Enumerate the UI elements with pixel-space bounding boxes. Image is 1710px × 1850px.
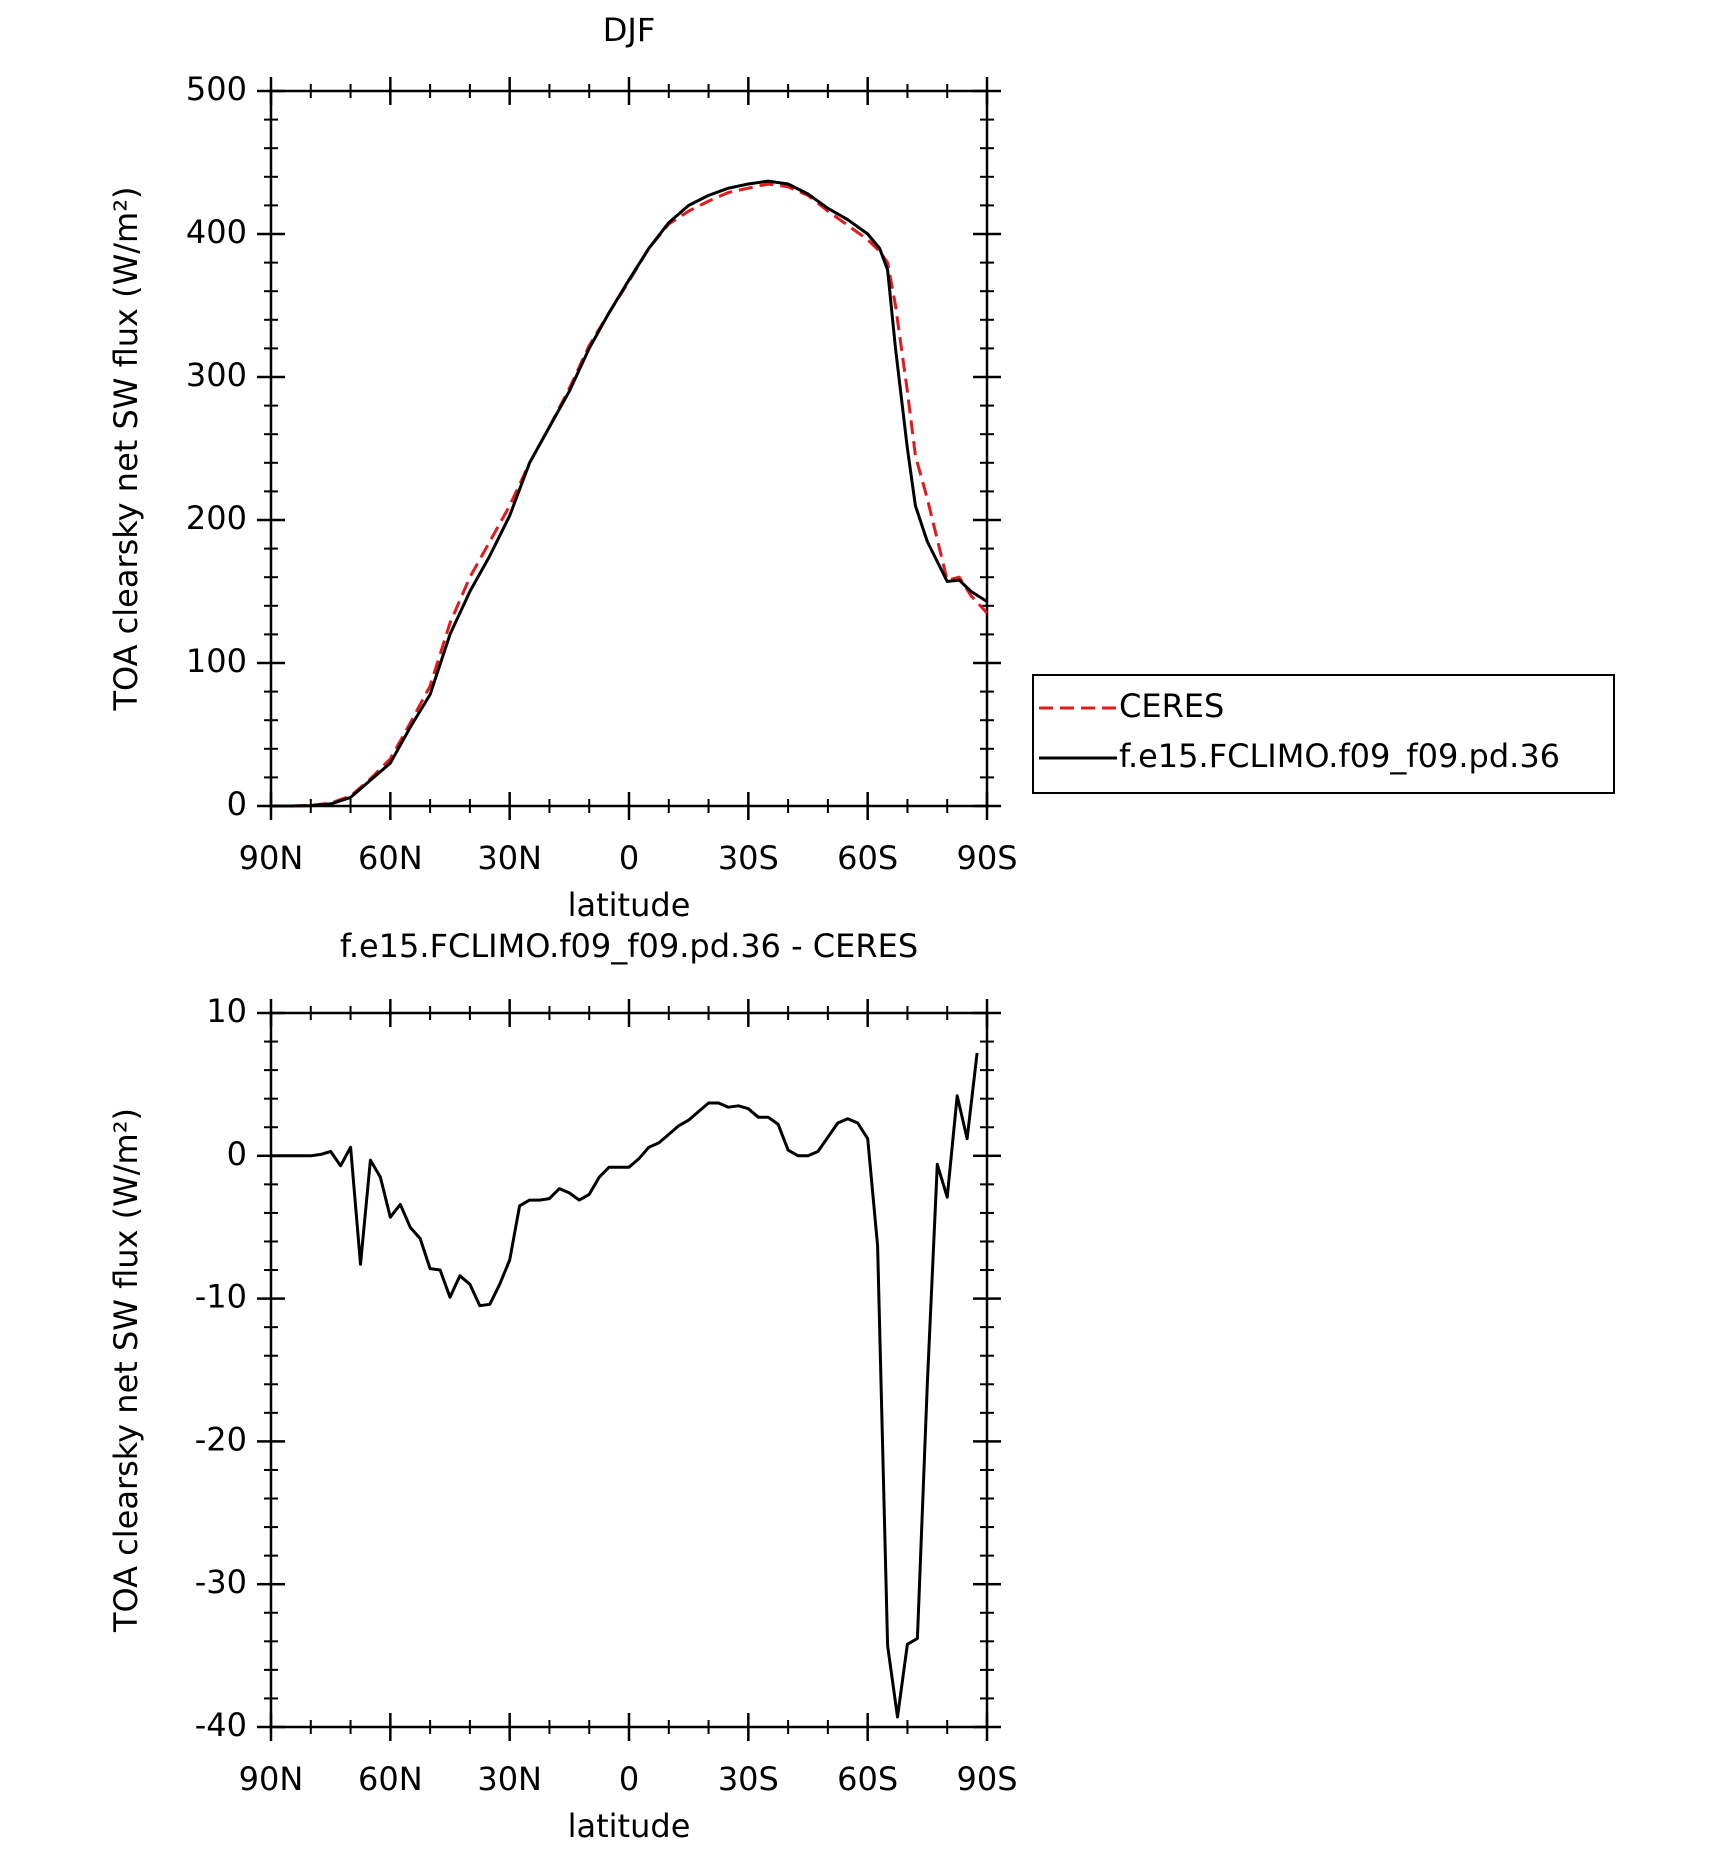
plot-frame [269, 89, 989, 808]
x-tick-label: 60N [358, 839, 423, 877]
x-tick-label: 0 [619, 839, 639, 877]
x-axis-label: latitude [568, 886, 691, 924]
y-tick-label: 500 [186, 70, 247, 108]
y-tick-label: -30 [195, 1563, 247, 1601]
y-tick-label: 0 [227, 785, 247, 823]
legend-label: f.e15.FCLIMO.f09_f09.pd.36 [1119, 737, 1560, 775]
y-tick-label: 10 [206, 992, 247, 1030]
y-tick-label: -20 [195, 1420, 247, 1458]
y-tick-label: 100 [186, 642, 247, 680]
x-tick-label: 90N [239, 1760, 304, 1798]
x-tick-label: 30N [477, 839, 542, 877]
x-tick-label: 30S [718, 839, 779, 877]
y-tick-label: 400 [186, 213, 247, 251]
x-axis-label: latitude [568, 1807, 691, 1845]
y-tick-label: 300 [186, 356, 247, 394]
y-tick-label: 200 [186, 499, 247, 537]
y-tick-label: 0 [227, 1135, 247, 1173]
y-axis-label: TOA clearsky net SW flux (W/m²) [107, 1108, 145, 1633]
series-line [271, 1052, 979, 1719]
y-tick-label: -40 [195, 1706, 247, 1744]
x-tick-label: 90S [956, 839, 1017, 877]
chart-title: f.e15.FCLIMO.f09_f09.pd.36 - CERES [340, 927, 918, 965]
legend-label: CERES [1119, 687, 1224, 725]
x-tick-label: 30N [477, 1760, 542, 1798]
series-line [271, 179, 988, 808]
y-tick-label: -10 [195, 1278, 247, 1316]
x-tick-label: 90N [239, 839, 304, 877]
legend-box [1032, 674, 1615, 794]
chart-title: DJF [603, 11, 655, 49]
x-tick-label: 0 [619, 1760, 639, 1798]
y-axis-label: TOA clearsky net SW flux (W/m²) [107, 186, 145, 711]
x-tick-label: 60S [837, 1760, 898, 1798]
x-tick-label: 60N [358, 1760, 423, 1798]
x-tick-label: 90S [956, 1760, 1017, 1798]
x-tick-label: 30S [718, 1760, 779, 1798]
x-tick-label: 60S [837, 839, 898, 877]
